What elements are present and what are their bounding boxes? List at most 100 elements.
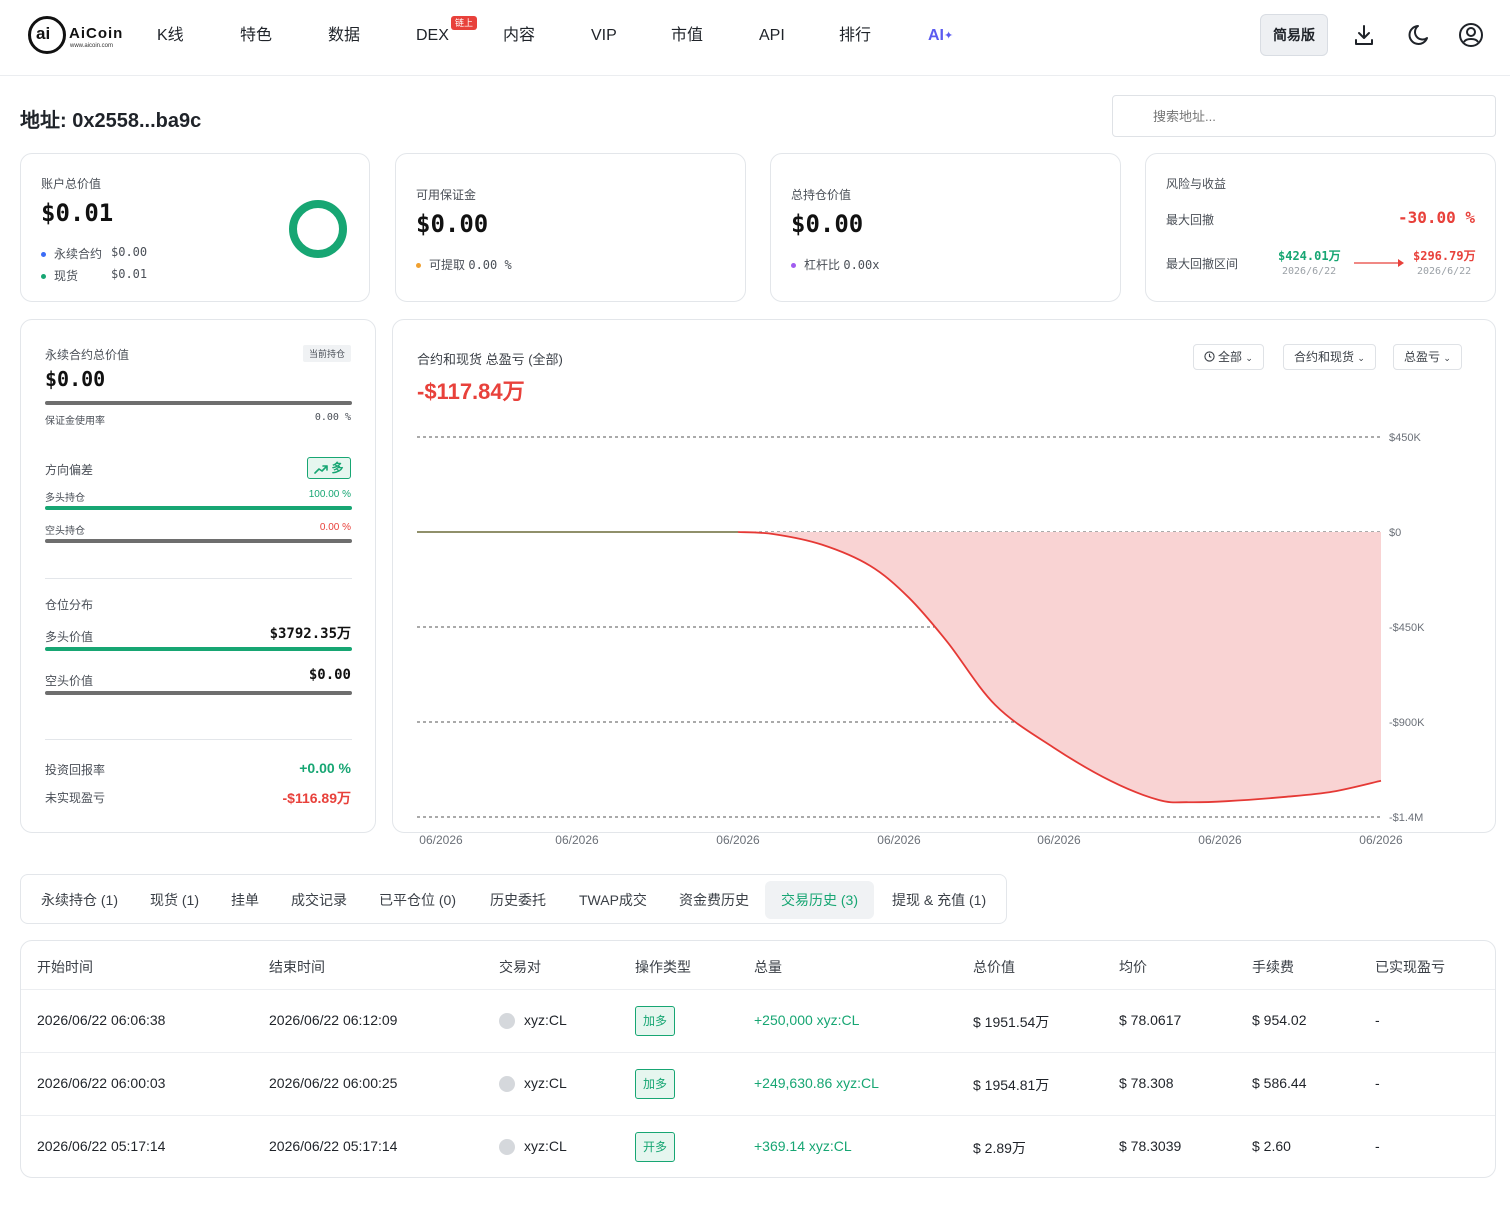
page-title: 地址: 0x2558...ba9c [20, 110, 202, 132]
download-icon[interactable] [1351, 22, 1377, 48]
nav-kline[interactable]: K线 [157, 27, 184, 44]
perp-value: $0.00 [111, 245, 148, 259]
pair-cell[interactable]: xyz:CL [499, 1138, 567, 1156]
position-label: 总持仓价值 [791, 188, 852, 202]
tab-funding-history[interactable]: 资金费历史 [679, 892, 749, 908]
nav-content[interactable]: 内容 [503, 27, 536, 44]
tab-open-orders[interactable]: 挂单 [231, 892, 259, 908]
margin-label: 可用保证金 [416, 188, 477, 202]
amount: +249,630.86 xyz:CL [754, 1075, 879, 1091]
spot-value: $0.01 [111, 267, 148, 281]
avg-price: $ 78.0617 [1119, 1012, 1182, 1028]
x-tick-label: 06/2026 [555, 833, 599, 847]
moon-icon[interactable] [1407, 22, 1433, 48]
x-tick-label: 06/2026 [877, 833, 921, 847]
header-amount[interactable]: 总量 [754, 959, 782, 975]
long-value-bar [45, 647, 352, 651]
margin-usage-label: 保证金使用率 [45, 416, 105, 427]
x-tick-label: 06/2026 [1359, 833, 1403, 847]
avg-price: $ 78.308 [1119, 1075, 1174, 1091]
metric-label: 总盈亏 [1404, 350, 1441, 364]
leverage-value: 0.00x [843, 258, 880, 272]
tab-closed-positions[interactable]: 已平仓位 (0) [379, 892, 456, 908]
nav-dex[interactable]: DEX [416, 27, 449, 44]
x-tick-label: 06/2026 [716, 833, 760, 847]
metric-dropdown[interactable]: 总盈亏 ⌄ [1393, 344, 1462, 370]
avg-price: $ 78.3039 [1119, 1138, 1182, 1154]
pair-cell[interactable]: xyz:CL [499, 1012, 567, 1030]
start-time: 2026/06/22 05:17:14 [37, 1138, 166, 1154]
roi-value: +0.00 % [299, 760, 351, 776]
divider [45, 739, 352, 740]
arrow-right-icon [1354, 259, 1404, 267]
x-tick-label: 06/2026 [1037, 833, 1081, 847]
withdraw-label: 可提取 [429, 258, 466, 272]
nav-market-cap[interactable]: 市值 [671, 27, 704, 44]
nav-features[interactable]: 特色 [240, 27, 273, 44]
market-type-label: 合约和现货 [1294, 350, 1355, 364]
user-icon[interactable] [1458, 22, 1484, 48]
table-row: 2026/06/22 05:17:14 2026/06/22 05:17:14 … [21, 1115, 1495, 1177]
pair: xyz:CL [524, 1138, 567, 1154]
table-row: 2026/06/22 06:06:38 2026/06/22 06:12:09 … [21, 989, 1495, 1052]
trend-up-icon [314, 465, 329, 474]
op-type-badge: 开多 [635, 1132, 675, 1162]
tab-perp-positions[interactable]: 永续持仓 (1) [41, 892, 118, 908]
simple-version-button[interactable]: 简易版 [1260, 14, 1328, 56]
coin-icon [499, 1139, 515, 1156]
time-range-dropdown[interactable]: 全部 ⌄ [1193, 344, 1264, 370]
end-time: 2026/06/22 06:12:09 [269, 1012, 398, 1028]
perp-total-value: $0.00 [45, 367, 106, 391]
tab-order-history[interactable]: 历史委托 [490, 892, 546, 908]
op-type-badge: 加多 [635, 1069, 675, 1099]
header-total-value[interactable]: 总价值 [973, 959, 1015, 975]
current-position-tag: 当前持仓 [302, 345, 351, 362]
nav-data[interactable]: 数据 [328, 27, 361, 44]
fee: $ 2.60 [1252, 1138, 1291, 1154]
pair: xyz:CL [524, 1012, 567, 1028]
y-tick-label: -$1.4M [1389, 812, 1423, 824]
header-end-time[interactable]: 结束时间 [269, 959, 325, 975]
tab-deposits-withdrawals[interactable]: 提现 & 充值 (1) [892, 892, 987, 908]
risk-label: 风险与收益 [1166, 177, 1227, 191]
tab-twap[interactable]: TWAP成交 [579, 892, 647, 908]
long-pos-bar [45, 506, 352, 510]
orange-dot [416, 263, 421, 269]
coin-icon [499, 1013, 515, 1030]
margin-value: $0.00 [416, 210, 489, 238]
amount: +250,000 xyz:CL [754, 1012, 860, 1028]
search-input[interactable] [1112, 95, 1496, 137]
header-start-time[interactable]: 开始时间 [37, 959, 93, 975]
logo-mark: ai [28, 16, 66, 54]
account-label: 账户总价值 [41, 177, 102, 191]
dex-badge: 链上 [451, 16, 478, 30]
header-pair[interactable]: 交易对 [499, 959, 541, 975]
pair-cell[interactable]: xyz:CL [499, 1075, 567, 1093]
header-fee[interactable]: 手续费 [1252, 959, 1294, 975]
nav-vip[interactable]: VIP [591, 27, 617, 44]
start-time: 2026/06/22 06:06:38 [37, 1012, 166, 1028]
header-op-type[interactable]: 操作类型 [635, 959, 691, 975]
end-time: 2026/06/22 05:17:14 [269, 1138, 398, 1154]
time-range-label: 全部 [1218, 350, 1243, 364]
distribution-label: 仓位分布 [45, 598, 94, 612]
fee: $ 586.44 [1252, 1075, 1307, 1091]
perp-label: 永续合约 [54, 247, 103, 261]
market-type-dropdown[interactable]: 合约和现货 ⌄ [1283, 344, 1376, 370]
tab-trade-history[interactable]: 交易历史 (3) [765, 881, 874, 919]
position-card: 总持仓价值 $0.00 杠杆比 0.00x [770, 153, 1121, 302]
top-nav: ai AiCoin www.aicoin.com K线 特色 数据 DEX 链上… [0, 0, 1510, 76]
nav-ai[interactable]: AI✦ [928, 26, 953, 46]
pair: xyz:CL [524, 1075, 567, 1091]
aicoin-logo[interactable]: ai AiCoin www.aicoin.com [28, 16, 128, 56]
nav-ranking[interactable]: 排行 [839, 27, 872, 44]
short-value-bar [45, 691, 352, 695]
tab-spot[interactable]: 现货 (1) [150, 892, 199, 908]
chevron-down-icon: ⌄ [1443, 353, 1451, 363]
tab-fills[interactable]: 成交记录 [291, 892, 347, 908]
header-realized-pnl[interactable]: 已实现盈亏 [1375, 959, 1445, 975]
start-time: 2026/06/22 06:00:03 [37, 1075, 166, 1091]
nav-api[interactable]: API [759, 27, 785, 44]
short-pos-value: 0.00 % [319, 522, 351, 533]
header-avg-price[interactable]: 均价 [1119, 959, 1147, 975]
